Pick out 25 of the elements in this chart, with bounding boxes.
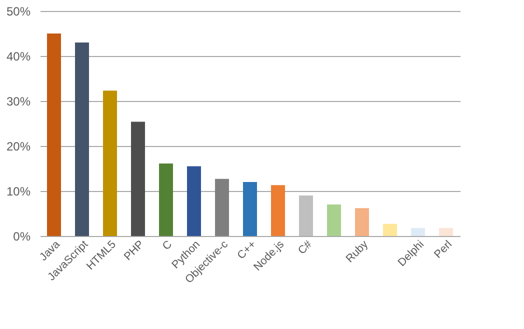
y-tick-label: 40%	[6, 50, 31, 64]
y-tick-label: 10%	[6, 184, 31, 198]
bar	[327, 204, 341, 236]
bar	[75, 42, 89, 236]
y-tick-label: 50%	[6, 4, 31, 18]
bar	[299, 196, 313, 236]
bar	[411, 228, 425, 236]
bar	[103, 90, 117, 236]
bar	[243, 182, 257, 236]
y-tick-label: 0%	[13, 230, 31, 244]
bar	[131, 122, 145, 236]
bar	[383, 224, 397, 236]
bar	[187, 166, 201, 236]
y-tick-label: 20%	[6, 140, 31, 154]
y-tick-label: 30%	[6, 94, 31, 108]
bar	[215, 178, 229, 236]
bar	[271, 185, 285, 236]
bar	[355, 208, 369, 236]
x-tick-label: C#	[296, 238, 316, 257]
bar	[47, 34, 61, 236]
x-tick-label: Perl	[432, 238, 454, 261]
x-tick-label: C++	[235, 238, 258, 262]
bar	[439, 228, 453, 236]
x-tick-label: C	[160, 238, 175, 253]
bar	[159, 164, 173, 236]
